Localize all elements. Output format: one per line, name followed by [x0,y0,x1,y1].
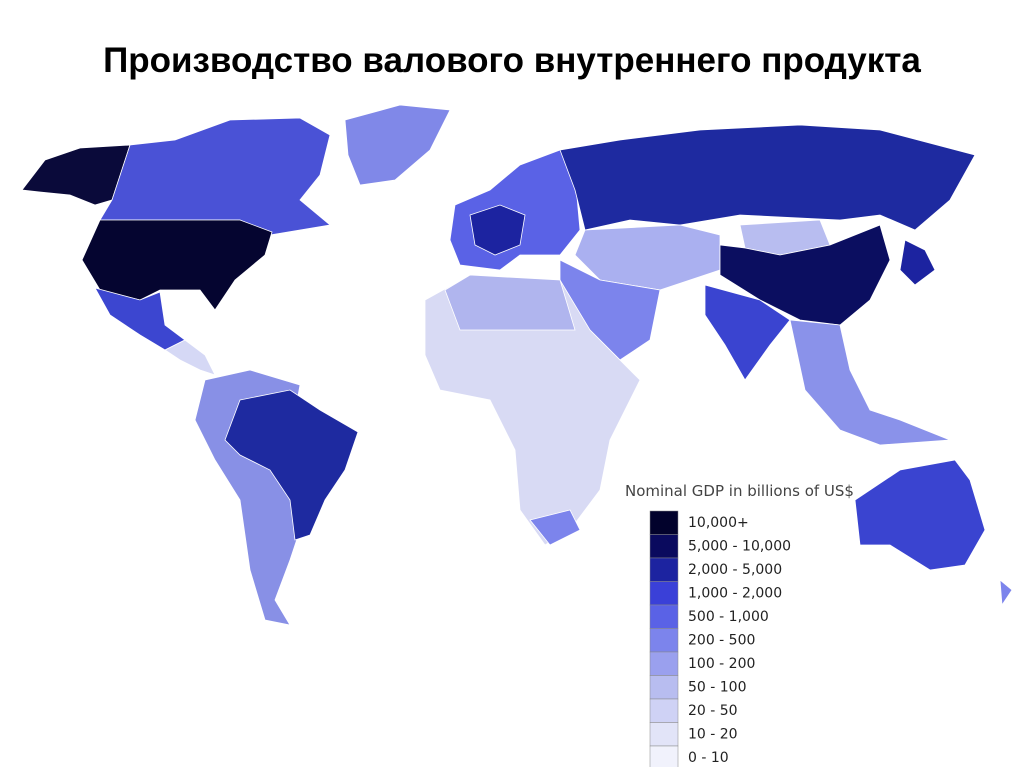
legend-swatch [649,604,679,629]
legend-label: 100 - 200 [688,656,755,672]
canada [99,117,331,236]
legend-label: 0 - 10 [688,750,729,766]
legend-label: 1,000 - 2,000 [688,585,782,601]
legend-swatch [649,628,679,653]
europe [449,149,581,271]
legend-label: 50 - 100 [688,679,747,695]
new-zealand [999,579,1013,607]
japan [899,239,936,286]
legend-title: Nominal GDP in billions of US$ [625,482,854,500]
slide-title: Производство валового внутреннего продук… [103,41,921,80]
greenland [344,104,451,186]
north-africa [444,274,576,331]
world-map [21,104,1013,626]
western-europe [469,204,526,256]
legend-label: 10 - 20 [688,726,738,742]
legend-label: 10,000+ [688,515,749,531]
legend-label: 20 - 50 [688,703,738,719]
central-asia [574,224,721,291]
southeast-asia [789,319,951,446]
legend-label: 200 - 500 [688,632,755,648]
india [704,284,791,381]
china [719,224,891,326]
usa [81,219,273,311]
legend-label: 2,000 - 5,000 [688,562,782,578]
legend-swatch [649,581,679,606]
legend: 10,000+ 5,000 - 10,000 2,000 - 5,000 1,000 … [649,510,791,767]
australia [854,459,986,571]
central-america [164,339,216,376]
legend-swatch [649,745,679,767]
legend-swatch [649,510,679,535]
legend-label: 500 - 1,000 [688,609,769,625]
south-africa [529,509,581,546]
brazil [224,389,359,541]
legend-swatch [649,722,679,747]
legend-swatch [649,698,679,723]
legend-swatch [649,675,679,700]
legend-label: 5,000 - 10,000 [688,538,791,554]
legend-swatch [649,534,679,559]
legend-swatch [649,557,679,582]
russia [559,124,976,231]
legend-swatch [649,651,679,676]
